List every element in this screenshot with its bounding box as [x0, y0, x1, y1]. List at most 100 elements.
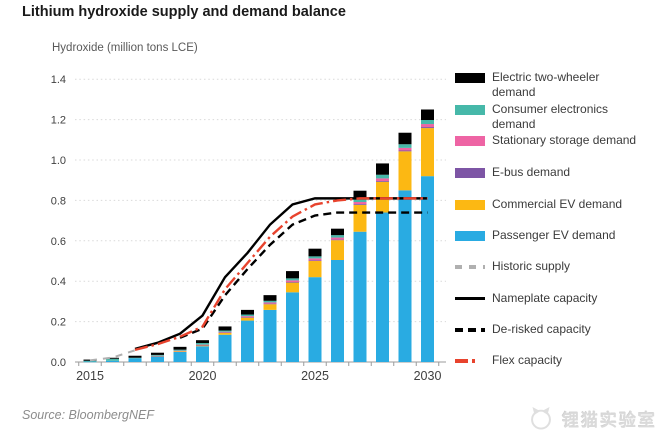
bar-segment-passenger_ev	[83, 361, 97, 363]
bar-segment-stationary_storage	[151, 355, 164, 357]
bar-segment-commercial_ev	[196, 345, 209, 347]
legend-item-nameplate-capacity: Nameplate capacity	[455, 291, 642, 306]
line-nameplate	[134, 197, 428, 351]
legend-swatch-de-risked-capacity	[455, 328, 485, 332]
bar-segment-passenger_ev	[331, 259, 344, 362]
bar-segment-consumer_electronics	[128, 357, 142, 359]
bar-2023	[263, 295, 277, 362]
bar-segment-two_wheeler	[263, 295, 277, 301]
bar-segment-passenger_ev	[286, 292, 299, 362]
bar-segment-commercial_ev	[398, 151, 412, 191]
bar-segment-stationary_storage	[331, 237, 344, 240]
bar-segment-stationary_storage	[376, 178, 389, 182]
bar-segment-two_wheeler	[218, 326, 232, 331]
bar-segment-stationary_storage	[353, 202, 367, 205]
bar-segment-passenger_ev	[128, 358, 142, 362]
bar-segment-stationary_storage	[308, 258, 322, 261]
bar-2027	[353, 190, 367, 362]
bar-segment-e_bus	[308, 260, 322, 261]
bar-segment-e_bus	[398, 150, 412, 152]
bar-segment-e_bus	[196, 345, 209, 346]
bar-segment-two_wheeler	[106, 357, 119, 359]
bar-segment-consumer_electronics	[353, 199, 367, 203]
bar-segment-commercial_ev	[263, 304, 277, 310]
bar-segment-consumer_electronics	[196, 343, 209, 345]
bar-segment-stationary_storage	[218, 331, 232, 333]
bar-segment-passenger_ev	[308, 277, 322, 362]
legend-item-historic-supply: Historic supply	[455, 259, 642, 274]
bar-segment-e_bus	[263, 303, 277, 305]
bar-segment-consumer_electronics	[263, 300, 277, 303]
bar-segment-e_bus	[218, 332, 232, 333]
bar-segment-commercial_ev	[286, 282, 299, 293]
legend-swatch-historic-supply	[455, 265, 485, 269]
legend-label: Electric two-wheeler demand	[492, 70, 600, 99]
bar-segment-commercial_ev	[218, 332, 232, 335]
legend: Electric two-wheeler demand Consumer ele…	[455, 64, 669, 379]
bar-segment-two_wheeler	[241, 309, 254, 315]
legend-item-de-risked-capacity: De-risked capacity	[455, 322, 642, 337]
bar-segment-consumer_electronics	[173, 349, 187, 351]
legend-swatch-stationary-storage	[455, 136, 485, 146]
bar-segment-commercial_ev	[308, 261, 322, 278]
bar-segment-commercial_ev	[353, 204, 367, 232]
bar-segment-passenger_ev	[106, 360, 119, 362]
bar-segment-consumer_electronics	[241, 314, 254, 317]
bar-2021	[218, 326, 232, 362]
bar-segment-passenger_ev	[151, 356, 164, 362]
bar-segment-consumer_electronics	[331, 235, 344, 238]
bar-segment-commercial_ev	[173, 351, 187, 352]
y-axis-tick-label: 1.4	[51, 74, 66, 86]
x-axis-tick-label: 2015	[76, 369, 104, 383]
legend-swatch-two-wheeler	[455, 73, 485, 83]
legend-label: Commercial EV demand	[492, 197, 623, 211]
watermark: 锂猫实验室	[528, 405, 657, 431]
legend-label: De-risked capacity	[492, 322, 591, 336]
legend-label: Consumer electronics demand	[492, 102, 609, 131]
legend-item-e-bus-demand: E-bus demand	[455, 165, 642, 180]
legend-swatch-e-bus	[455, 168, 485, 178]
bar-segment-passenger_ev	[263, 309, 277, 362]
bar-segment-e_bus	[376, 181, 389, 182]
bar-segment-two_wheeler	[421, 109, 434, 121]
legend-label: Stationary storage demand	[492, 133, 637, 147]
legend-item-stationary-storage-demand: Stationary storage demand	[455, 133, 642, 148]
bar-segment-stationary_storage	[241, 316, 254, 318]
legend-swatch-passenger-ev	[455, 231, 485, 241]
bar-segment-two_wheeler	[376, 163, 389, 175]
legend-swatch-nameplate-capacity	[455, 297, 485, 300]
bar-2018	[151, 352, 164, 362]
legend-item-consumer-electronics-demand: Consumer electronics demand	[455, 102, 642, 131]
bar-segment-stationary_storage	[173, 350, 187, 352]
bar-segment-passenger_ev	[421, 176, 434, 362]
bar-segment-passenger_ev	[353, 231, 367, 362]
bar-segment-two_wheeler	[173, 346, 187, 350]
legend-swatch-consumer-electronics	[455, 105, 485, 115]
y-axis-tick-label: 0.2	[51, 317, 66, 329]
bar-2024	[286, 271, 299, 362]
y-axis-tick-label: 1.0	[51, 155, 66, 167]
legend-swatch-flex-capacity	[455, 359, 485, 363]
bar-2020	[196, 340, 209, 362]
legend-item-passenger-ev-demand: Passenger EV demand	[455, 228, 642, 243]
bar-2022	[241, 309, 254, 362]
bar-segment-two_wheeler	[308, 248, 322, 257]
watermark-text: 锂猫实验室	[562, 410, 657, 430]
bar-2029	[398, 132, 412, 362]
bar-2016	[106, 357, 119, 362]
bar-segment-passenger_ev	[241, 320, 254, 362]
bar-segment-passenger_ev	[376, 212, 389, 362]
legend-item-commercial-ev-demand: Commercial EV demand	[455, 197, 642, 212]
bar-segment-two_wheeler	[151, 352, 164, 355]
bar-segment-commercial_ev	[421, 128, 434, 177]
bar-segment-consumer_electronics	[421, 120, 434, 125]
legend-swatch-commercial-ev	[455, 200, 485, 210]
bar-segment-commercial_ev	[331, 240, 344, 260]
y-axis-tick-label: 0.8	[51, 195, 66, 207]
bar-segment-two_wheeler	[286, 271, 299, 279]
bar-segment-consumer_electronics	[398, 144, 412, 148]
bar-segment-stationary_storage	[421, 124, 434, 128]
bar-segment-two_wheeler	[196, 340, 209, 344]
bar-segment-passenger_ev	[196, 346, 209, 362]
bar-segment-stationary_storage	[196, 344, 209, 346]
